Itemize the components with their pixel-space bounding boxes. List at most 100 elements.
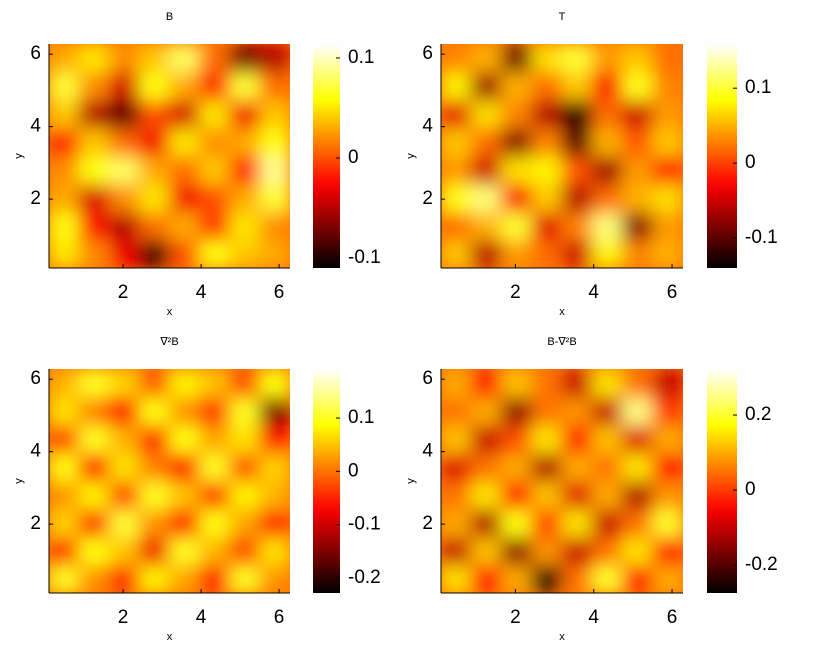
heatmap-cell	[78, 564, 110, 593]
heatmap-cell	[78, 211, 110, 241]
heatmap-cell	[199, 127, 231, 157]
heatmap-cell	[561, 480, 593, 510]
heatmap-cell	[501, 452, 533, 482]
heatmap-cell	[531, 211, 563, 241]
heatmap-cell	[138, 564, 170, 593]
heatmap-cell	[652, 44, 683, 73]
heatmap	[441, 44, 683, 268]
heatmap-cell	[78, 239, 110, 268]
heatmap-cell	[531, 424, 563, 454]
heatmap-cell	[259, 452, 290, 482]
heatmap-cell	[561, 508, 593, 538]
heatmap-cell	[441, 564, 472, 593]
heatmap-cell	[229, 44, 261, 73]
heatmap-cell	[652, 211, 683, 241]
heatmap-cell	[169, 99, 201, 129]
heatmap-cell	[78, 155, 110, 185]
heatmap-cell	[199, 44, 231, 73]
colorbar	[707, 44, 737, 268]
heatmap-cell	[561, 396, 593, 426]
heatmap-cell	[78, 99, 110, 129]
heatmap-cell	[591, 183, 623, 213]
heatmap-cell	[259, 480, 290, 510]
heatmap-cell	[561, 183, 593, 213]
heatmap-cell	[229, 183, 261, 213]
heatmap-cell	[108, 71, 140, 101]
heatmap-cell	[591, 239, 623, 268]
heatmap-cell	[561, 424, 593, 454]
heatmap-cell	[531, 99, 563, 129]
heatmap-cell	[531, 71, 563, 101]
heatmap-cell	[591, 211, 623, 241]
heatmap-cell	[501, 183, 533, 213]
y-tick-label: 6	[30, 368, 41, 389]
heatmap	[49, 44, 290, 268]
heatmap-cell	[78, 396, 110, 426]
heatmap-cell	[49, 452, 80, 482]
heatmap-cell	[229, 564, 261, 593]
heatmap-cell	[49, 155, 80, 185]
heatmap-cell	[441, 211, 472, 241]
heatmap-cell	[501, 564, 533, 593]
heatmap-cell	[531, 127, 563, 157]
heatmap-cell	[470, 564, 502, 593]
heatmap-cell	[622, 369, 654, 398]
heatmap-cell	[199, 183, 231, 213]
heatmap-cell	[78, 369, 110, 398]
colorbar	[707, 369, 737, 593]
heatmap-cell	[199, 396, 231, 426]
y-axis-label: y	[405, 478, 417, 484]
heatmap-cells	[49, 369, 290, 593]
heatmap-cell	[108, 480, 140, 510]
heatmap-cell	[591, 564, 623, 593]
heatmap-cell	[561, 127, 593, 157]
heatmap-cell	[108, 369, 140, 398]
panel-title: B	[166, 11, 173, 23]
heatmap-cell	[138, 211, 170, 241]
heatmap-cell	[259, 508, 290, 538]
heatmap-cell	[652, 183, 683, 213]
heatmap-cell	[169, 211, 201, 241]
colorbar-tick-label: 0	[348, 147, 359, 168]
heatmap-cell	[169, 564, 201, 593]
heatmap-cell	[561, 369, 593, 398]
heatmap-cell	[561, 536, 593, 566]
heatmap-cell	[561, 99, 593, 129]
y-tick-label: 6	[30, 43, 41, 64]
heatmap-cell	[441, 508, 472, 538]
heatmap-cell	[591, 508, 623, 538]
heatmap-cell	[561, 211, 593, 241]
heatmap-cell	[259, 369, 290, 398]
heatmap-cell	[591, 99, 623, 129]
heatmap-cell	[169, 369, 201, 398]
heatmap-cell	[531, 480, 563, 510]
heatmap-cell	[531, 452, 563, 482]
heatmap-cell	[531, 239, 563, 268]
heatmap-cell	[441, 44, 472, 73]
heatmap-cells	[441, 369, 683, 593]
heatmap-cell	[49, 508, 80, 538]
heatmap-cell	[108, 508, 140, 538]
heatmap-cell	[470, 369, 502, 398]
heatmap-cell	[561, 564, 593, 593]
heatmap-cell	[531, 155, 563, 185]
heatmap-cell	[199, 480, 231, 510]
heatmap-cell	[229, 369, 261, 398]
heatmap-cell	[199, 536, 231, 566]
colorbar-tick-label: -0.1	[348, 247, 381, 268]
heatmap-cell	[652, 127, 683, 157]
heatmap-cell	[591, 452, 623, 482]
heatmap-cell	[501, 369, 533, 398]
heatmap-cell	[169, 71, 201, 101]
heatmap-cell	[441, 239, 472, 268]
heatmap-cell	[108, 424, 140, 454]
heatmap-cell	[78, 452, 110, 482]
heatmap-cell	[229, 239, 261, 268]
heatmap-cell	[622, 155, 654, 185]
colorbar-tick-label: 0.1	[348, 407, 374, 428]
heatmap-cell	[622, 183, 654, 213]
heatmap-cell	[470, 44, 502, 73]
heatmap-cell	[108, 239, 140, 268]
colorbar-tick-label: 0	[745, 152, 756, 173]
heatmap-cell	[229, 211, 261, 241]
